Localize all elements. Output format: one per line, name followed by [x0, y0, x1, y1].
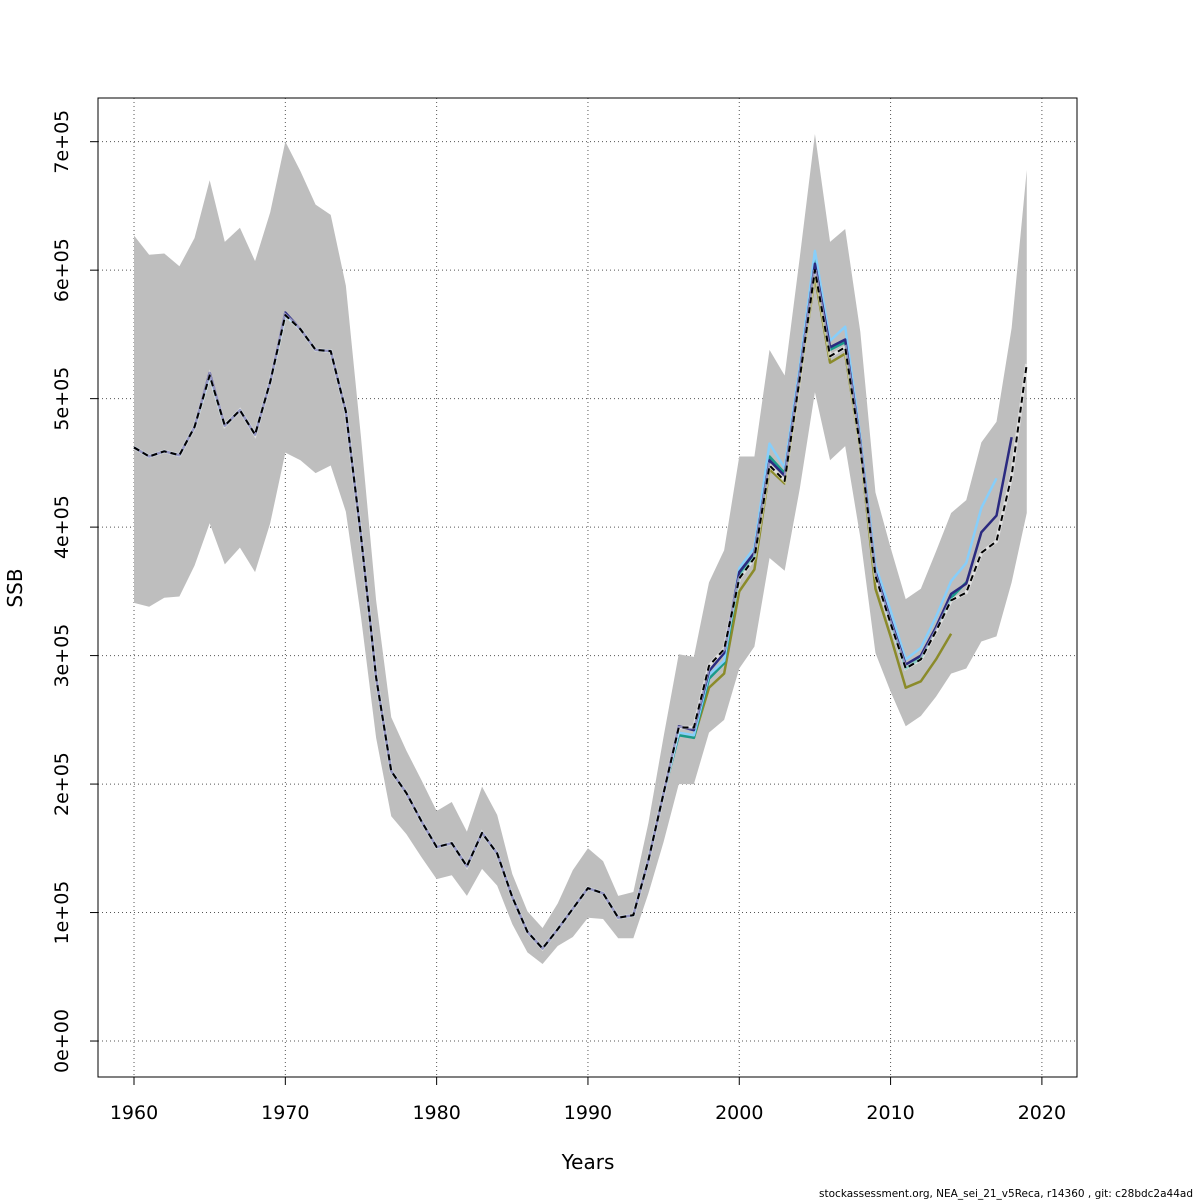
y-tick-label: 7e+05: [51, 110, 73, 174]
y-tick-label: 6e+05: [51, 238, 73, 302]
y-tick-label: 5e+05: [51, 367, 73, 431]
x-axis-title: Years: [561, 1150, 615, 1174]
y-tick-label: 0e+00: [51, 1009, 73, 1073]
y-tick-label: 3e+05: [51, 624, 73, 688]
y-tick-label: 2e+05: [51, 752, 73, 816]
x-tick-label: 2000: [715, 1102, 763, 1124]
x-tick-label: 2010: [866, 1102, 914, 1124]
series-line: [133, 269, 1028, 950]
x-tick-label: 1960: [110, 1102, 158, 1124]
x-tick-label: 1970: [261, 1102, 309, 1124]
confidence-band: [134, 133, 1027, 964]
x-tick-label: 2020: [1018, 1102, 1066, 1124]
y-axis-title: SSB: [3, 568, 27, 607]
footer: stockassessment.org, NEA_sei_21_v5Reca, …: [819, 1188, 1193, 1200]
x-tick-label: 1990: [564, 1102, 612, 1124]
y-tick-label: 1e+05: [51, 881, 73, 945]
x-tick-label: 1980: [412, 1102, 460, 1124]
y-tick-label: 4e+05: [51, 495, 73, 559]
plot-frame: [97, 97, 1078, 1078]
